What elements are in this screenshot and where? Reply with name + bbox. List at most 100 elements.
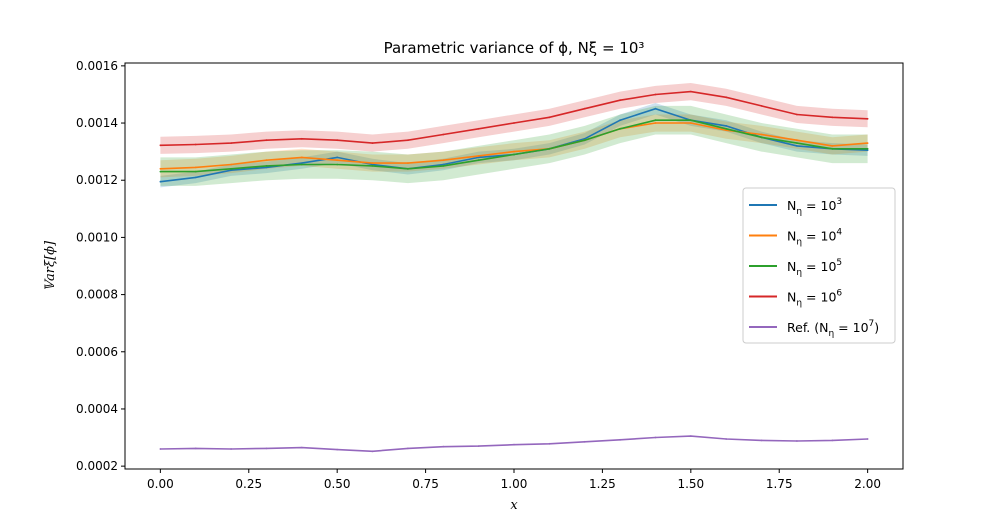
series-3-point: [689, 90, 692, 93]
series-2-point: [796, 142, 798, 145]
series-3-point: [194, 143, 197, 146]
series-0-point: [442, 163, 445, 166]
series-0-point: [336, 156, 339, 159]
series-2-point: [477, 159, 480, 162]
series-2-point: [159, 170, 162, 173]
series-4-point: [513, 443, 515, 446]
series-1-point: [371, 162, 374, 165]
series-2-point: [725, 127, 728, 130]
y-tick-label: 0.0002: [76, 459, 118, 473]
x-axis-label: x: [510, 498, 518, 513]
series-0-point: [654, 107, 657, 110]
series-0-point: [725, 125, 728, 127]
series-2-point: [760, 136, 763, 139]
series-2-point: [689, 119, 692, 122]
series-4-point: [477, 445, 480, 447]
legend: Nη = 103 Nη = 104 Nη = 105 Nη = 106 Ref. (Nη…: [742, 187, 896, 344]
series-1-point: [300, 156, 303, 159]
x-tick-label: 1.75: [766, 477, 793, 491]
series-3-point: [300, 137, 303, 140]
series-3-band: [160, 83, 868, 154]
series-2-point: [407, 167, 409, 170]
series-4-point: [548, 442, 551, 445]
series-2-point: [230, 167, 233, 170]
x-tick-label: 0.00: [147, 477, 174, 491]
series-3-point: [866, 117, 869, 120]
series-1-point: [866, 142, 869, 145]
series-3-point: [230, 142, 233, 145]
series-4-point: [371, 450, 374, 453]
y-tick-label: 0.0008: [76, 288, 118, 302]
series-0-point: [159, 180, 162, 183]
legend-label-0: Nη = 103: [787, 197, 842, 217]
series-0-point: [477, 156, 480, 159]
series-1-point: [194, 166, 197, 169]
series-3-point: [583, 107, 586, 110]
series-1-point: [159, 167, 162, 170]
legend-box: [742, 187, 896, 344]
series-2-point: [371, 165, 374, 167]
x-tick-label: 1.25: [589, 477, 616, 491]
series-2-point: [583, 139, 586, 142]
legend-label-3: Nη = 106: [787, 289, 842, 309]
series-2-point: [442, 165, 445, 167]
x-tick-label: 0.50: [324, 477, 351, 491]
series-4-point: [336, 448, 339, 451]
series-0-point: [796, 145, 798, 147]
series-1-point: [265, 159, 268, 162]
series-4-point: [760, 439, 763, 442]
series-3-point: [831, 116, 834, 119]
series-4-point: [831, 439, 834, 442]
series-1-band: [160, 114, 868, 178]
series-3-point: [442, 133, 445, 136]
series-0-point: [300, 162, 303, 165]
series-0-point: [194, 176, 197, 179]
axes: 0.00 0.25 0.50 0.75 1.00 1.25 1.50 1.75 2.00 0.00…: [76, 59, 904, 491]
series-2-point: [265, 165, 268, 167]
series-2-point: [336, 163, 339, 166]
series-4-point: [796, 440, 798, 442]
series-1-point: [407, 162, 409, 165]
series-3-point: [159, 144, 162, 147]
series-3-point: [477, 127, 480, 130]
series-1-point: [513, 150, 515, 153]
series-1-point: [689, 122, 692, 124]
series-1-point: [230, 163, 233, 166]
series-2-point: [831, 147, 834, 150]
legend-label-4: Ref. (Nη = 107): [787, 319, 879, 339]
series-1-point: [654, 122, 657, 124]
series-4-point: [230, 448, 233, 450]
x-tick-label: 1.50: [677, 477, 704, 491]
series-1-point: [477, 155, 480, 157]
y-tick-label: 0.0014: [76, 116, 118, 130]
series-2-point: [300, 163, 303, 166]
series-2-point: [194, 170, 197, 173]
series-1-point: [760, 133, 763, 136]
series-4-point: [866, 438, 869, 440]
series-3-point: [336, 139, 339, 142]
series-4-point: [619, 438, 621, 441]
series-0-point: [866, 149, 869, 152]
x-tick-label: 2.00: [854, 477, 881, 491]
series-1-point: [336, 159, 339, 162]
series-0-point: [265, 166, 268, 169]
series-4-point: [654, 436, 657, 439]
series-0-point: [230, 169, 233, 172]
series-4-point: [265, 447, 268, 450]
series-3-point: [619, 99, 621, 102]
series-3-point: [654, 93, 657, 96]
plot-area: [159, 83, 869, 453]
series-3-point: [407, 139, 409, 142]
series-0-band: [160, 103, 868, 188]
series-2-point: [513, 153, 515, 156]
series-1-point: [796, 139, 798, 142]
series-4-point: [300, 446, 303, 449]
series-1-point: [725, 129, 728, 132]
series-2-band: [160, 105, 868, 186]
series-2-point: [548, 147, 551, 150]
series-2-point: [654, 119, 657, 122]
series-2-point: [866, 147, 869, 150]
series-0-point: [619, 119, 621, 122]
x-tick-label: 0.75: [412, 477, 439, 491]
series-4-point: [689, 435, 692, 437]
